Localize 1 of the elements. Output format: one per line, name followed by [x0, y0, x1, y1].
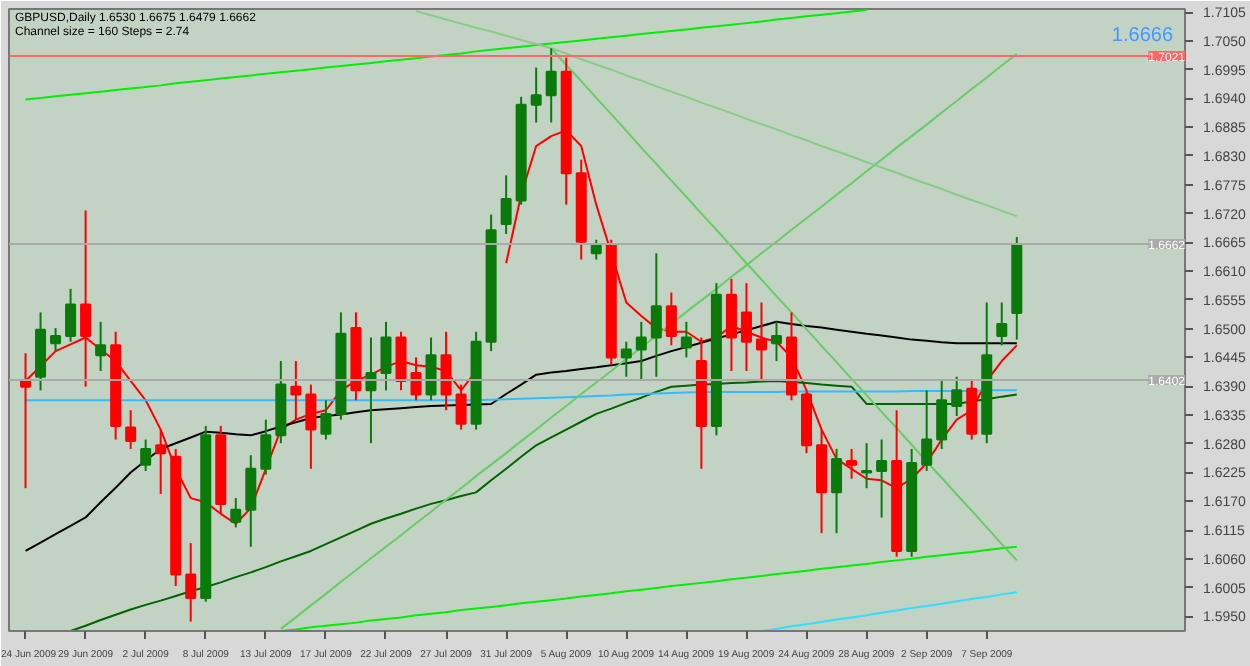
text: 1.6666: [1111, 25, 1174, 47]
